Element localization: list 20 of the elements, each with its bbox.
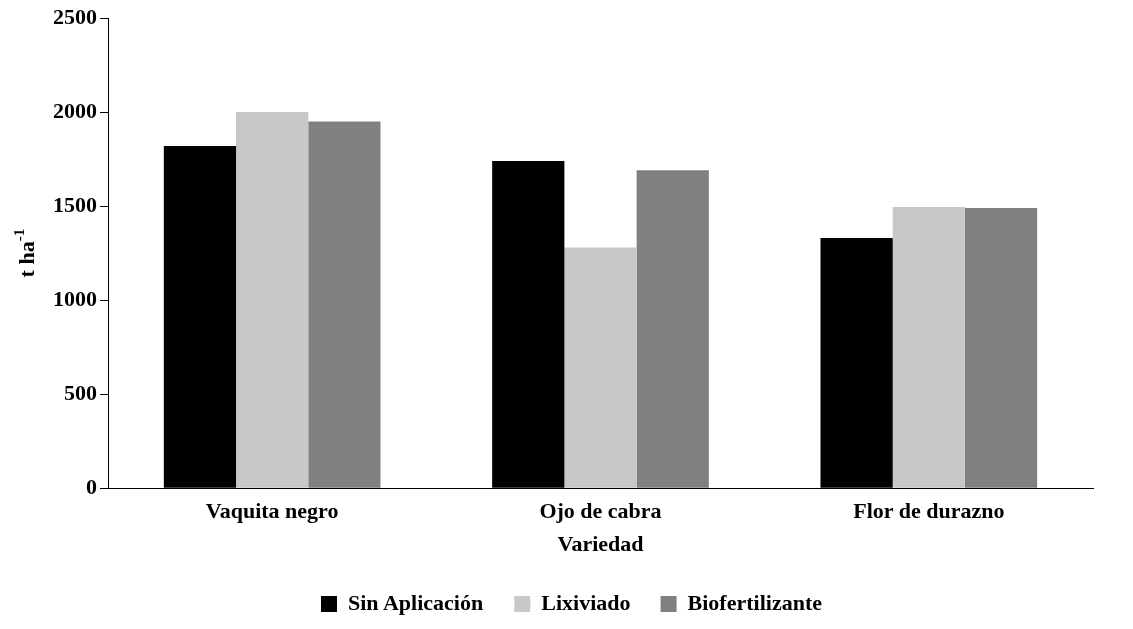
- y-tick-label: 2000: [53, 97, 97, 123]
- y-tick-label: 1000: [53, 285, 97, 311]
- bar: [892, 207, 965, 488]
- legend-label: Sin Aplicación: [348, 589, 484, 615]
- bar: [636, 170, 709, 488]
- bar: [308, 121, 381, 488]
- legend-label: Biofertilizante: [687, 589, 823, 615]
- bar: [236, 112, 309, 488]
- x-tick-label: Ojo de cabra: [539, 498, 662, 524]
- bar: [964, 207, 1038, 488]
- y-tick-label: 0: [86, 473, 97, 499]
- bar: [564, 247, 637, 488]
- x-axis-title: Variedad: [557, 531, 644, 557]
- x-tick-label: Vaquita negro: [205, 498, 339, 524]
- legend-label: Lixiviado: [541, 589, 631, 615]
- y-tick-label: 1500: [53, 191, 97, 217]
- y-tick-label: 2500: [53, 3, 97, 29]
- x-tick-label: Flor de durazno: [853, 498, 1005, 524]
- y-axis-title: t ha-1: [10, 228, 39, 278]
- y-tick-label: 500: [64, 379, 97, 405]
